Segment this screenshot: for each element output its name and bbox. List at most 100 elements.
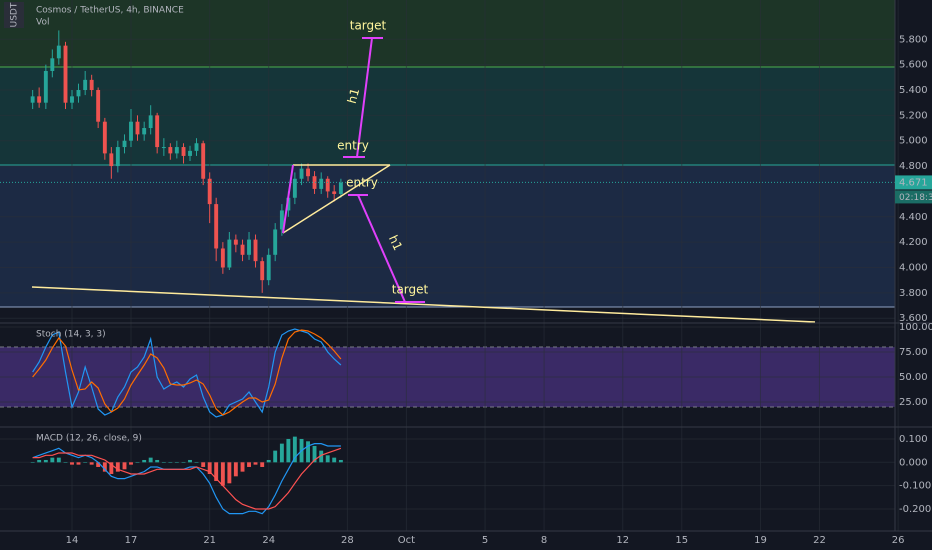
histogram-bar [30, 462, 35, 463]
candle-body [214, 204, 219, 249]
histogram-bar [260, 462, 265, 467]
histogram-bar [96, 462, 101, 467]
x-tick-label: 14 [66, 535, 79, 546]
histogram-bar [286, 438, 291, 463]
candle-body [266, 254, 271, 281]
annotation: entry [337, 139, 369, 153]
currency-box [4, 2, 24, 28]
candle-body [181, 147, 186, 156]
x-tick-label: 5 [482, 535, 488, 546]
x-tick-label: Oct [398, 535, 415, 546]
histogram-bar [43, 459, 48, 463]
measure-line [357, 194, 406, 303]
candle-body [161, 147, 166, 149]
candle-body [174, 147, 179, 154]
candle-body [76, 90, 81, 97]
x-tick-label: 17 [125, 535, 138, 546]
candle-body [56, 45, 61, 59]
histogram-bar [266, 459, 271, 463]
y-tick-label: -0.100 [899, 481, 931, 492]
indicator-line [32, 328, 342, 418]
y-tick-label: 0.100 [899, 434, 928, 445]
countdown-tag [895, 190, 932, 204]
histogram-bar [194, 462, 199, 463]
candle-body [325, 178, 330, 192]
histogram-bar [292, 436, 297, 463]
indicator-line [32, 329, 342, 416]
y-tick-label: 25.00 [899, 397, 928, 408]
drawings [31, 37, 816, 323]
histogram-bar [279, 443, 284, 463]
x-tick-label: 8 [541, 535, 547, 546]
histogram-bar [319, 450, 324, 463]
candle-body [312, 176, 317, 189]
y-tick-label: 0.000 [899, 457, 928, 468]
histogram-bar [338, 459, 343, 463]
candle-body [70, 96, 74, 103]
candle-body [115, 147, 120, 167]
histogram-bar [181, 462, 186, 463]
histogram-bar [142, 459, 147, 463]
annotation: h1 [345, 87, 362, 105]
candle-body [83, 79, 88, 91]
zone-blue [0, 165, 895, 307]
y-tick-label: 100.00 [899, 322, 932, 333]
candle-body [253, 239, 258, 262]
histogram-bar [148, 457, 153, 463]
histogram-bar [227, 462, 232, 484]
candle-body [50, 58, 55, 71]
candle-body [129, 121, 133, 141]
candle-body [299, 168, 304, 179]
candle-body [286, 197, 291, 211]
histogram-bar [109, 462, 114, 474]
annotation: target [392, 283, 429, 297]
histogram-bar [63, 462, 68, 463]
histogram-bar [312, 445, 317, 463]
candle-body [306, 168, 310, 177]
candle-body [148, 115, 153, 129]
candle-body [338, 182, 343, 194]
candle-body [247, 239, 251, 255]
y-tick-label: 5.800 [899, 34, 928, 45]
candle-body [233, 239, 238, 245]
histogram-bar [332, 457, 337, 463]
chart-title: Cosmos / TetherUS, 4h, BINANCE [36, 6, 184, 16]
y-tick-label: 4.400 [899, 212, 928, 223]
y-tick-label: 5.000 [899, 136, 928, 147]
candle-body [155, 115, 160, 148]
candle-body [194, 143, 199, 151]
candle-body [142, 128, 147, 135]
y-tick-label: 4.800 [899, 161, 928, 172]
candle-body [319, 178, 324, 189]
candle-body [332, 191, 337, 194]
x-tick-label: 15 [675, 535, 688, 546]
y-tick-label: 75.00 [899, 347, 928, 358]
histogram-bar [247, 462, 251, 467]
indicator-line [32, 447, 342, 510]
price-tag-label: 4.671 [899, 177, 928, 188]
candle-body [30, 96, 35, 103]
x-tick-label: 28 [341, 535, 354, 546]
pane-title: MACD (12, 26, close, 9) [36, 434, 142, 444]
triangle-bottom [282, 164, 391, 234]
histogram-bar [214, 462, 219, 481]
histogram-bar [56, 457, 61, 463]
y-tick-label: 3.600 [899, 313, 928, 324]
candle-body [37, 96, 42, 103]
histogram-bar [135, 462, 140, 463]
histogram-bar [207, 462, 212, 474]
y-tick-label: 50.00 [899, 372, 928, 383]
candle-body [227, 239, 232, 268]
x-tick-label: 26 [892, 535, 905, 546]
histogram-bar [233, 462, 238, 477]
x-tick-label: 21 [203, 535, 216, 546]
x-tick-label: 24 [262, 535, 275, 546]
histogram-bar [220, 462, 225, 486]
histogram-bar [161, 462, 166, 463]
y-tick-label: 3.800 [899, 288, 928, 299]
y-tick-label: 4.000 [899, 262, 928, 273]
histogram-bar [306, 441, 310, 463]
histogram-bar [325, 455, 330, 463]
candle-body [122, 140, 127, 148]
